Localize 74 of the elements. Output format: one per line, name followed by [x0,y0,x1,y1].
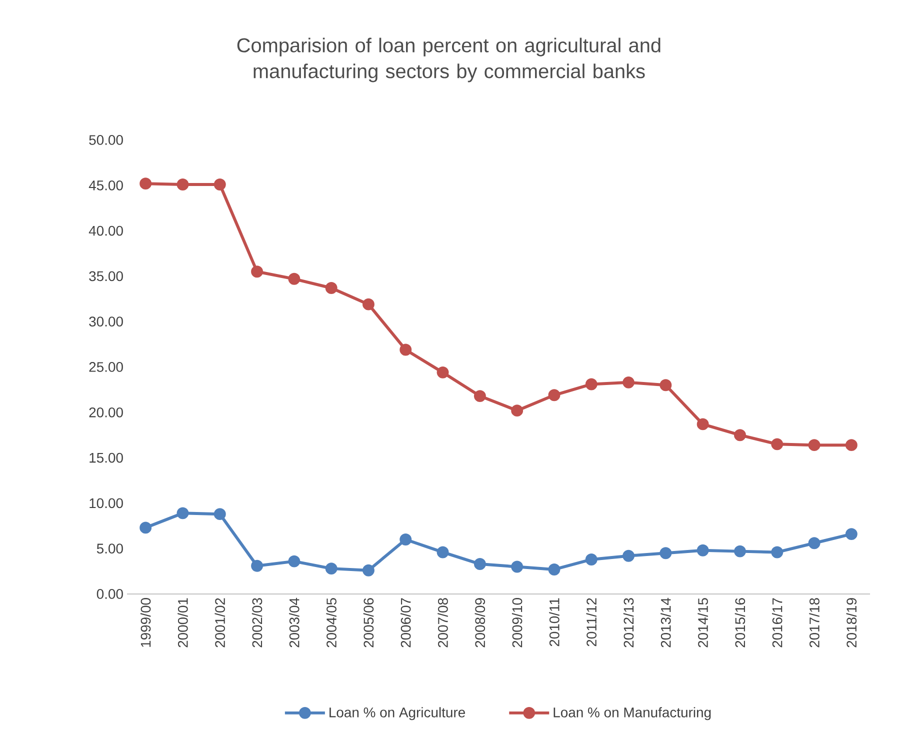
point [251,560,264,572]
x-tick-label: 2007/08 [438,598,448,648]
point [585,378,598,390]
point [696,418,709,430]
y-tick-label: 5.00 [96,544,123,554]
x-tick-label: 2017/18 [809,598,820,648]
point [400,344,412,356]
point [214,178,226,190]
point [845,528,858,540]
x-tick-label: 2014/15 [698,598,708,648]
point [771,438,784,450]
point [288,555,300,568]
point [622,550,635,562]
legend-label: Loan % on Manufacturing [554,707,711,720]
y-tick-label: 25.00 [89,362,123,372]
x-tick-label: 2011/12 [586,598,597,646]
x-tick-label: 2003/04 [289,598,300,648]
point [622,376,635,388]
y-tick-label: 45.00 [88,180,123,190]
point [474,390,486,402]
x-tick-label: 2015/16 [734,598,746,648]
point [511,560,524,573]
point [474,558,486,570]
chart-title: Comparision of loan percent on agricultural and manufacturing sectors by commercial banks [237,38,660,82]
y-tick-label: 30.00 [89,316,123,327]
x-tick-label: 2008/09 [474,598,486,648]
point [734,429,746,442]
point [436,546,449,558]
x-tick-label: 2005/06 [363,598,374,648]
x-tick-label: 1999/00 [140,598,151,647]
point [845,439,858,452]
point [325,282,338,294]
x-tick-label: 2002/03 [252,598,262,648]
x-tick-label: 2009/10 [512,598,522,648]
x-tick-label: 2000/01 [178,598,188,648]
point [140,178,152,190]
y-tick-label: 15.00 [90,452,123,463]
point [176,507,189,520]
y-tick-label: 20.00 [89,407,123,418]
point [325,562,338,575]
x-tick-label: 2013/14 [660,598,671,648]
point [176,178,189,190]
x-tick-label: 2006/07 [400,598,411,648]
point [436,366,449,378]
point [660,547,672,560]
y-tick-label: 0.00 [96,589,123,599]
point [808,537,820,550]
point [251,266,264,278]
y-tick-label: 50.00 [89,135,123,145]
point [660,379,672,392]
y-tick-label: 10.00 [90,498,123,508]
x-tick-label: 2012/13 [623,598,634,648]
point [288,272,300,285]
point [585,554,598,566]
point [771,546,784,558]
y-tick-label: 40.00 [88,226,123,236]
point [696,544,709,556]
point [400,534,412,546]
point [140,522,152,534]
point [511,404,524,417]
point [362,564,374,576]
point [214,508,226,520]
x-tick-label: 2016/17 [772,598,782,648]
point [362,298,374,310]
x-tick-label: 2004/05 [326,598,336,648]
point [548,389,560,402]
x-tick-label: 2018/19 [846,598,857,648]
point [734,545,746,558]
x-tick-label: 2010/11 [549,598,560,646]
y-tick-label: 35.00 [89,271,123,282]
point [548,563,560,576]
legend-label: Loan % on Agriculture [330,707,466,720]
x-tick-label: 2001/02 [214,598,226,648]
point [808,439,820,452]
